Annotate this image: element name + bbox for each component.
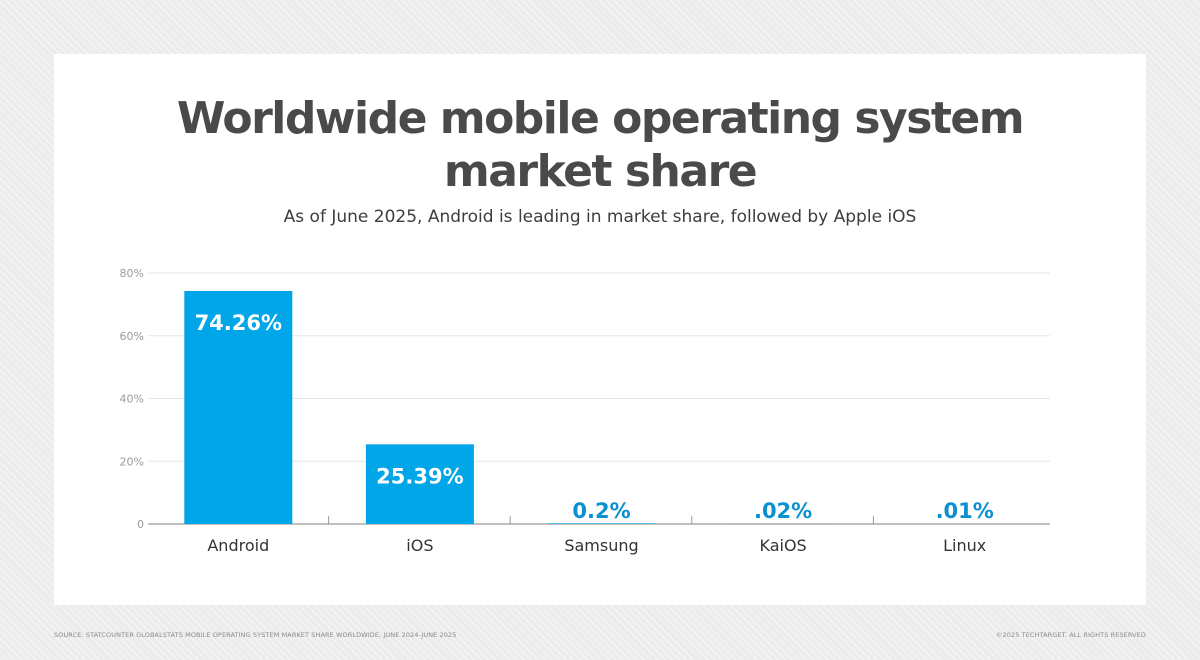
copyright-note: ©2025 TECHTARGET. ALL RIGHTS RESERVED [995, 631, 1146, 639]
y-tick-label: 60% [120, 330, 144, 343]
bar-ios [365, 444, 474, 524]
data-label: .02% [754, 499, 812, 523]
y-tick-label: 40% [120, 393, 144, 406]
x-category-label: iOS [406, 536, 433, 555]
x-category-label: KaiOS [759, 536, 806, 555]
title-text: Worldwide mobile operating system market … [176, 93, 1025, 197]
source-note: SOURCE: STATCOUNTER GLOBALSTATS MOBILE O… [54, 631, 457, 639]
y-tick-label: 20% [120, 455, 144, 468]
data-label: 25.39% [376, 464, 463, 488]
bar-samsung [547, 523, 656, 524]
data-label: .01% [936, 499, 994, 523]
chart-subtitle: As of June 2025, Android is leading in m… [283, 207, 917, 227]
x-category-label: Samsung [564, 536, 638, 555]
x-category-label: Android [207, 536, 269, 555]
bar-android [184, 291, 293, 524]
chart-title: Worldwide mobile operating system market … [0, 92, 1200, 198]
x-category-label: Linux [943, 536, 986, 555]
y-tick-label: 80% [120, 267, 144, 280]
y-tick-label: 0 [137, 518, 144, 531]
data-label: 0.2% [572, 499, 630, 523]
data-label: 74.26% [195, 311, 282, 335]
